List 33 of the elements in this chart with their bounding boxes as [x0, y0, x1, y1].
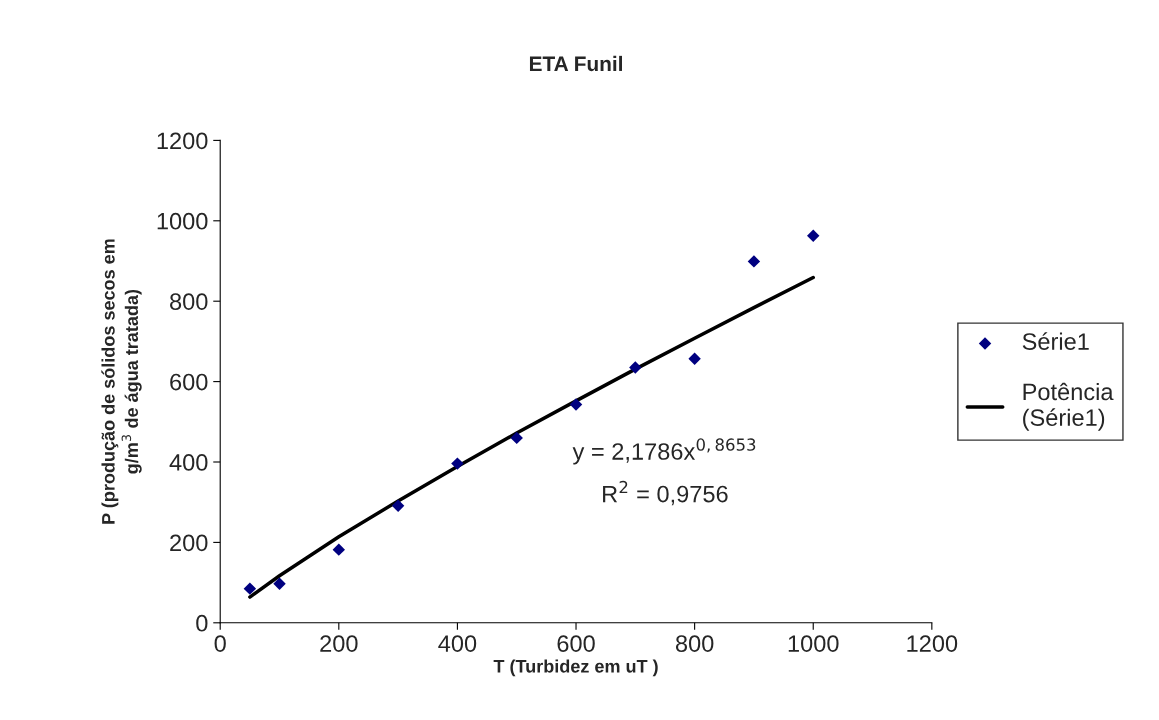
x-tick-label: 200	[320, 635, 358, 652]
y-tick-label: 1000	[157, 212, 208, 230]
point	[243, 582, 257, 595]
x-tick-label: 800	[675, 635, 714, 652]
y-tick-label: 800	[170, 293, 208, 310]
point	[807, 229, 820, 242]
x-axis-title: T (Turbidez em uT )	[493, 659, 658, 677]
point	[391, 499, 405, 513]
legend-label: Potência (Série1)	[1023, 382, 1114, 431]
point	[569, 398, 583, 411]
legend-label: Série1	[1022, 332, 1089, 350]
x-tick-label: 1000	[788, 635, 839, 652]
point	[332, 543, 346, 556]
point	[629, 361, 642, 374]
point	[273, 577, 286, 591]
point	[451, 457, 464, 470]
line-series	[248, 275, 815, 599]
y-tick-label: 400	[169, 454, 208, 471]
annotation: y = 2,1786x$^{0,8653}$	[572, 438, 756, 465]
point	[688, 352, 701, 365]
y-tick-label: 600	[170, 373, 208, 391]
x-tick-label: 600	[557, 635, 595, 652]
y-tick-label: 0	[196, 614, 208, 632]
chart-title: ETA Funil	[529, 55, 622, 72]
x-tick-label: 0	[214, 635, 226, 652]
y-axis-title: P (produção de sólidos secos em g/m$^{3}$ de água tratada)	[101, 239, 142, 524]
x-tick-label: 1200	[907, 635, 958, 652]
y-tick-label: 1200	[157, 132, 208, 150]
y-tick-label: 200	[170, 534, 208, 552]
annotation: R$^{2}$ = 0,9756	[603, 480, 728, 506]
point	[747, 255, 761, 268]
point	[510, 431, 523, 445]
x-tick-label: 400	[438, 635, 477, 652]
